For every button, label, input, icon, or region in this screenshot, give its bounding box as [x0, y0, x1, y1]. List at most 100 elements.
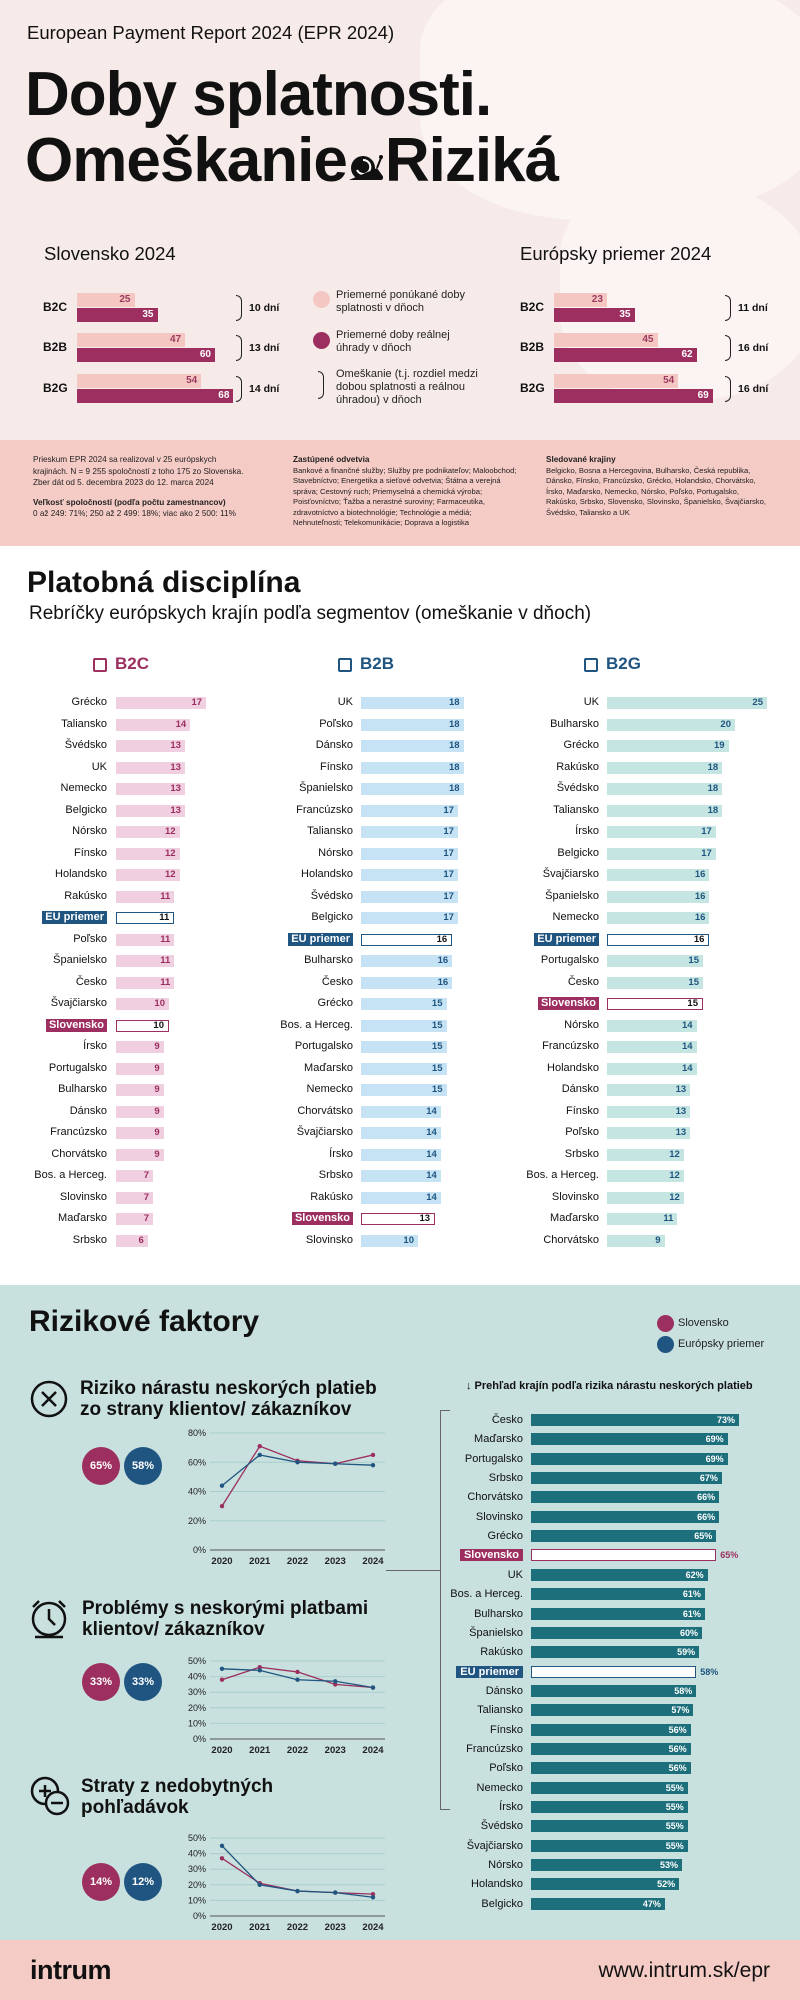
rank-bar: 15 [361, 998, 447, 1010]
rank-label: Belgicko [311, 911, 353, 923]
rank-label: Grécko [71, 696, 107, 708]
rank-label: Bos. a Herceg. [280, 1018, 353, 1031]
overview-country-label: Slovensko [459, 1549, 523, 1562]
slovakia-segment-label: B2G [43, 381, 68, 395]
overview-country-label: EU priemer [456, 1665, 523, 1678]
legend-delay-brace [318, 371, 324, 399]
y-tick-label: 30% [188, 1864, 206, 1874]
rank-bar: 17 [361, 890, 458, 903]
snail-icon [348, 154, 383, 180]
overview-bar: 52% [531, 1878, 680, 1891]
rank-bar: 14 [361, 1127, 441, 1139]
rank-label: Bulharsko [304, 954, 353, 966]
alarm-clock-icon [31, 1600, 67, 1639]
rank-bar: 11 [116, 933, 175, 946]
rank-bar: 6 [116, 1234, 148, 1247]
overview-country-label: Slovinsko [475, 1510, 523, 1523]
rank-bar: 11 [116, 912, 175, 924]
rank-label: Slovensko [291, 1212, 353, 1225]
europe-summary-title: Európsky priemer 2024 [520, 243, 712, 264]
slovakia-data-point [370, 1452, 376, 1458]
y-tick-label: 40% [188, 1672, 206, 1682]
rank-label: Dánsko [315, 739, 353, 751]
rank-label: Holandsko [55, 868, 107, 880]
main-title-delay: Omeškanie [25, 126, 348, 195]
rank-bar: 18 [361, 761, 464, 774]
rank-bar: 9 [116, 1148, 164, 1161]
slovakia-data-point [257, 1665, 262, 1670]
intrum-logo: intrum [30, 1955, 112, 1985]
rank-label: Grécko [317, 997, 353, 1009]
rank-bar: 17 [116, 697, 207, 709]
risk-section: Rizikové faktory Slovensko Európsky prie… [0, 1285, 800, 1940]
rank-bar: 14 [361, 1170, 441, 1182]
y-tick-label: 40% [188, 1849, 206, 1859]
europe-data-point [295, 1677, 300, 1682]
rank-bar: 13 [116, 740, 185, 752]
slovakia-segment-label: B2B [43, 340, 68, 354]
europe-map-background [420, 0, 800, 220]
rank-label: Španielsko [53, 954, 107, 966]
website-link[interactable]: www.intrum.sk/epr [598, 1959, 770, 1982]
rank-label: Maďarsko [304, 1061, 353, 1074]
rank-label: EU priemer [42, 911, 107, 924]
rank-bar: 9 [116, 1105, 164, 1118]
rank-label: UK [337, 696, 353, 708]
rank-bar: 18 [607, 761, 723, 774]
rank-bar: 12 [116, 847, 180, 860]
x-tick-label: 2020 [211, 1745, 232, 1756]
discipline-subtitle: Rebríčky európskych krajín podľa segment… [29, 603, 592, 624]
y-tick-label: 0% [193, 1911, 206, 1921]
europe-actual-bar: 69 [554, 389, 713, 403]
overview-country-label: Nemecko [476, 1781, 523, 1794]
rank-bar: 15 [361, 1062, 447, 1075]
europe-data-point [333, 1461, 338, 1466]
survey-line3: Zber dát od 5. decembra 2023 do 12. marc… [33, 478, 214, 487]
x-tick-label: 2022 [287, 1556, 308, 1567]
europe-data-point [257, 1452, 262, 1458]
slovakia-actual-bar: 60 [77, 348, 215, 362]
rank-bar: 17 [361, 847, 458, 860]
slovakia-offered-bar: 25 [77, 293, 135, 307]
europe-value-badge: 58% [124, 1447, 162, 1485]
europe-value-badge: 12% [124, 1863, 162, 1901]
europe-data-point [370, 1685, 376, 1690]
rank-label: Holandsko [547, 1061, 599, 1074]
overview-country-label: Švajčiarsko [466, 1839, 523, 1852]
rank-label: Belgicko [65, 803, 107, 816]
rank-bar: 16 [607, 933, 710, 946]
overview-country-label: Maďarsko [474, 1433, 523, 1446]
rank-label: Holandsko [301, 868, 353, 880]
rank-label: Srbsko [72, 1233, 107, 1246]
rank-label: Dánsko [561, 1083, 599, 1095]
rank-bar: 16 [361, 976, 453, 989]
rank-bar: 10 [116, 998, 169, 1010]
rank-bar: 15 [607, 955, 703, 967]
survey-line2: krajinách. N = 9 255 spoločností z toho … [33, 466, 244, 476]
europe-data-point [257, 1668, 262, 1673]
x-tick-label: 2023 [325, 1922, 346, 1933]
x-tick-label: 2020 [211, 1922, 232, 1933]
europe-actual-bar: 35 [554, 308, 635, 322]
x-tick-label: 2021 [249, 1556, 271, 1567]
overview-bar: 56% [531, 1723, 691, 1736]
europe-offered-bar: 54 [554, 374, 679, 388]
overview-bar: 66% [531, 1491, 720, 1504]
sectors-column: Zastúpené odvetvia Bankové a finančné sl… [293, 454, 518, 529]
overview-bar: 59% [531, 1646, 700, 1659]
legend-actual-dot [313, 332, 330, 349]
slovakia-data-point [295, 1669, 300, 1675]
overview-country-label: Poľsko [489, 1762, 523, 1775]
rank-label: Francúzsko [542, 1040, 599, 1052]
europe-delay-brace [725, 335, 731, 361]
risk-q3-title: Straty z nedobytných pohľadávok [81, 1776, 273, 1818]
overview-bar-value: 58% [700, 1666, 719, 1677]
company-size-text: 0 až 249: 71%; 250 až 2 499: 18%; viac a… [33, 509, 236, 518]
rank-bar: 17 [607, 826, 716, 838]
y-tick-label: 20% [188, 1880, 206, 1890]
risk-title: Rizikové faktory [29, 1305, 260, 1338]
rank-label: Chorvátsko [51, 1147, 107, 1160]
overview-bar: 61% [531, 1588, 705, 1601]
rank-label: Bulharsko [550, 717, 599, 730]
rank-bar: 11 [607, 1213, 678, 1225]
